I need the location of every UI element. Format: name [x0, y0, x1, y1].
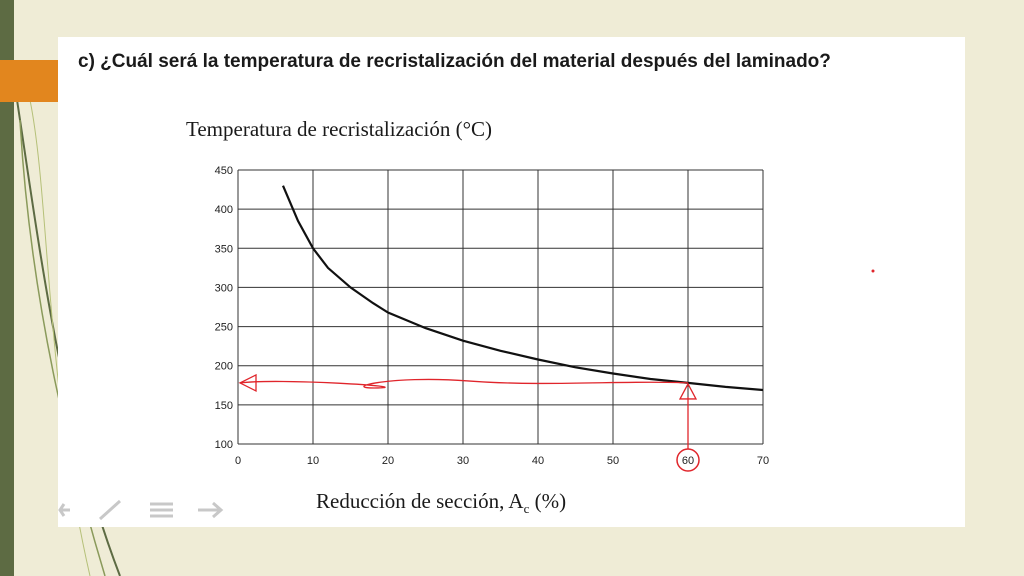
accent-tab	[0, 60, 58, 102]
question-text: c) ¿Cuál será la temperatura de recrista…	[78, 51, 831, 72]
x-tick-label: 70	[757, 455, 769, 467]
grid-layer	[237, 169, 764, 445]
x-axis-label-unit: (%)	[529, 489, 567, 513]
y-tick-label: 400	[215, 204, 233, 216]
stray-dot	[871, 269, 875, 273]
y-tick-label: 250	[215, 322, 233, 334]
reading-line	[239, 378, 689, 389]
x-tick-label: 10	[307, 455, 319, 467]
y-tick-label: 100	[215, 439, 233, 451]
x-tick-label: 60	[682, 455, 694, 467]
slide-content: c) ¿Cuál será la temperatura de recrista…	[58, 37, 965, 527]
data-series-line	[281, 185, 764, 392]
recrystallization-chart: 0 10 20 30 40 50 60 70 100 150 200 250 300 350 400 450	[215, 165, 875, 472]
vertical-arrowhead	[678, 382, 698, 400]
y-tick-label: 450	[215, 165, 233, 177]
y-tick-label: 200	[215, 361, 233, 373]
x-tick-label: 40	[532, 455, 544, 467]
x-tick-label: 30	[457, 455, 469, 467]
menu-icon[interactable]	[150, 502, 173, 518]
y-tick-label: 350	[215, 243, 233, 255]
y-tick-label: 300	[215, 282, 233, 294]
slide-toolbar	[58, 499, 224, 521]
x-tick-label: 20	[382, 455, 394, 467]
pen-icon[interactable]	[98, 499, 122, 521]
x-tick-label: 50	[607, 455, 619, 467]
x-axis-label-subscript: c	[523, 501, 530, 517]
x-axis-label: Reducción de sección, Ac (%)	[316, 489, 566, 517]
x-axis-label-main: Reducción de sección, A	[316, 489, 524, 513]
x-tick-label: 0	[235, 455, 241, 467]
y-tick-label: 150	[215, 400, 233, 412]
accent-bar	[0, 0, 14, 576]
arrow-right-icon[interactable]	[198, 501, 224, 519]
reading-arrowhead	[238, 373, 257, 392]
ticks-layer: 0 10 20 30 40 50 60 70 100 150 200 250 300 350 400 450	[215, 165, 769, 467]
annotation-layer	[238, 269, 875, 472]
series-layer	[281, 185, 764, 392]
arrow-left-icon[interactable]	[58, 503, 70, 517]
chart-title: Temperatura de recristalización (°C)	[186, 117, 493, 141]
